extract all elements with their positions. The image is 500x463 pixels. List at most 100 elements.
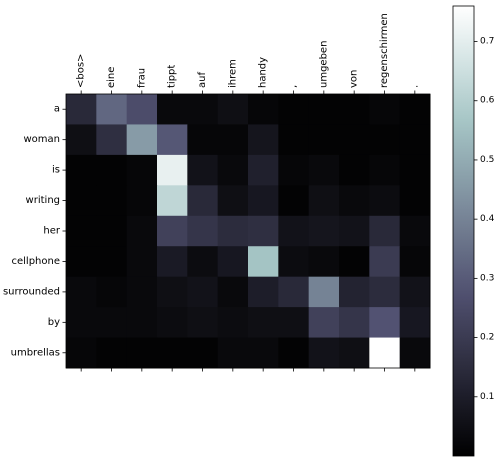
heatmap-cell — [339, 94, 370, 125]
heatmap-cell — [157, 246, 188, 278]
colorbar-gradient — [452, 5, 475, 457]
heatmap-cell — [308, 154, 340, 186]
heatmap-cell — [157, 307, 188, 339]
heatmap-cell — [96, 215, 128, 247]
x-tick-label: umgeben — [318, 41, 329, 88]
heatmap-cell — [187, 215, 219, 247]
heatmap-cell — [217, 307, 249, 339]
heatmap-cell — [278, 215, 310, 247]
heatmap-cell — [248, 94, 279, 125]
y-tick-label: surrounded — [3, 286, 60, 297]
colorbar-tick-label: 0.4 — [480, 214, 495, 224]
heatmap-cell — [66, 215, 97, 247]
x-tick-label: <bos> — [76, 54, 87, 88]
heatmap-cell — [369, 337, 401, 369]
heatmap-cell — [217, 124, 249, 156]
heatmap-cell — [399, 154, 431, 186]
heatmap-cell — [278, 307, 310, 339]
heatmap-cell — [399, 307, 431, 339]
heatmap-cell — [248, 246, 279, 278]
heatmap-cell — [369, 185, 401, 217]
heatmap-cell — [217, 94, 249, 125]
heatmap-cell — [339, 124, 370, 156]
heatmap-cell — [369, 154, 401, 186]
y-tick-label: her — [43, 226, 60, 237]
y-tick-label: woman — [23, 134, 60, 145]
x-tick-label: . — [409, 85, 420, 88]
heatmap-cell — [187, 307, 219, 339]
y-tick-label: umbrellas — [11, 347, 60, 358]
heatmap-cell — [369, 124, 401, 156]
heatmap-cell — [66, 307, 97, 339]
heatmap-cell — [339, 215, 370, 247]
heatmap-cell — [399, 276, 431, 308]
heatmap-cell — [126, 276, 158, 308]
heatmap-cell — [157, 185, 188, 217]
heatmap-cell — [308, 337, 340, 369]
heatmap-cell — [339, 154, 370, 186]
heatmap-cell — [278, 276, 310, 308]
x-tick-label: regenschirmen — [379, 13, 390, 88]
heatmap-cell — [308, 246, 340, 278]
heatmap-cell — [339, 246, 370, 278]
heatmap-cell — [66, 276, 97, 308]
heatmap-cell — [126, 94, 158, 125]
heatmap-cell — [157, 276, 188, 308]
heatmap-cell — [187, 94, 219, 125]
heatmap-cell — [96, 124, 128, 156]
heatmap-cell — [96, 185, 128, 217]
heatmap-cell — [339, 276, 370, 308]
heatmap-cell — [369, 94, 401, 125]
heatmap-cell — [126, 185, 158, 217]
heatmap-cell — [157, 124, 188, 156]
colorbar-tick-label: 0.7 — [480, 37, 494, 47]
y-tick-label: a — [54, 104, 60, 115]
heatmap-cell — [157, 94, 188, 125]
colorbar-tick-label: 0.6 — [480, 96, 495, 106]
y-tick-label: writing — [26, 195, 60, 206]
y-tick-label: cellphone — [11, 256, 60, 267]
heatmap-cell — [217, 154, 249, 186]
heatmap-plot: <bos> eine frau tippt auf ihrem handy, umgeben v… — [3, 13, 431, 372]
heatmap-cell — [157, 337, 188, 369]
colorbar-tick-label: 0.2 — [480, 333, 494, 343]
heatmap-cell — [217, 246, 249, 278]
heatmap-cell — [339, 185, 370, 217]
heatmap-cell — [66, 124, 97, 156]
heatmap-cell — [217, 337, 249, 369]
heatmap-cell — [278, 246, 310, 278]
heatmap-cell — [66, 246, 97, 278]
heatmap-cell — [66, 154, 97, 186]
x-tick-label: auf — [197, 72, 208, 88]
x-tick-label: , — [288, 85, 299, 88]
colorbar-tick-label: 0.1 — [480, 392, 494, 402]
heatmap-cell — [278, 154, 310, 186]
heatmap-cell — [248, 337, 279, 369]
colorbar-tick-label: 0.5 — [480, 155, 494, 165]
heatmap-cell — [187, 246, 219, 278]
heatmap-cell — [157, 215, 188, 247]
heatmap-cell — [126, 307, 158, 339]
x-tick-label: handy — [258, 57, 269, 88]
heatmap-cell — [369, 246, 401, 278]
heatmap-cell — [308, 276, 340, 308]
heatmap-cell — [126, 337, 158, 369]
heatmap-cell — [248, 124, 279, 156]
heatmap-cell — [96, 276, 128, 308]
heatmap-cell — [187, 154, 219, 186]
heatmap-cell — [217, 215, 249, 247]
heatmap-cell — [308, 215, 340, 247]
heatmap-cell — [399, 94, 431, 125]
heatmap-cell — [248, 276, 279, 308]
x-tick-label: von — [349, 70, 360, 88]
heatmap-cell — [96, 94, 128, 125]
heatmap-cell — [369, 276, 401, 308]
heatmap-cell — [96, 154, 128, 186]
x-tick-label: frau — [136, 68, 147, 88]
heatmap-cell — [399, 246, 431, 278]
y-tick-label: by — [48, 317, 60, 328]
x-tick-label: tippt — [167, 65, 178, 88]
heatmap-cell — [399, 337, 431, 369]
heatmap-cell — [126, 154, 158, 186]
